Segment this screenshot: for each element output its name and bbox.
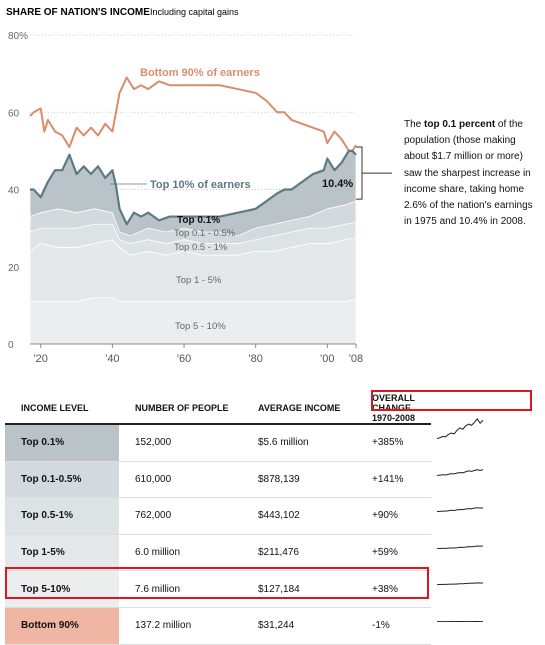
- income-table: INCOME LEVEL NUMBER OF PEOPLE AVERAGE IN…: [5, 393, 431, 645]
- row-sparkline-cell: [412, 607, 431, 644]
- row-level-cell: Top 0.1%: [5, 424, 119, 461]
- row-people-cell: 762,000: [119, 498, 242, 535]
- sparkline-path: [437, 546, 483, 549]
- table-row: Top 1-5%6.0 million$211,476+59%: [5, 534, 431, 571]
- sparkline-path: [437, 419, 483, 439]
- x-tick-label: '60: [177, 353, 191, 365]
- sparkline-path: [437, 469, 483, 475]
- table-row: Top 0.1-0.5%610,000$878,139+141%: [5, 461, 431, 498]
- row-change-cell: +385%: [356, 424, 412, 461]
- table-body: Top 0.1%152,000$5.6 million+385%Top 0.1-…: [5, 424, 431, 644]
- row-sparkline-cell: [412, 534, 431, 571]
- change-header-highlight: [371, 390, 532, 411]
- table-row: Top 0.5-1%762,000$443,102+90%: [5, 498, 431, 535]
- sparkline: [436, 600, 484, 622]
- row-level-cell: Top 1-5%: [5, 534, 119, 571]
- label-top10: Top 10% of earners: [150, 179, 251, 191]
- header-number-of-people: NUMBER OF PEOPLE: [119, 393, 242, 424]
- label-bottom90: Bottom 90% of earners: [140, 67, 260, 79]
- row-people-cell: 6.0 million: [119, 534, 242, 571]
- row-people-cell: 137.2 million: [119, 607, 242, 644]
- sparkline: [436, 563, 484, 585]
- header-income-level: INCOME LEVEL: [5, 393, 119, 424]
- sparkline: [436, 454, 484, 476]
- callout-bold: top 0.1 percent: [424, 119, 495, 130]
- row-income-cell: $211,476: [242, 534, 356, 571]
- callout-post: of the population (those making about $1…: [404, 119, 533, 227]
- callout-text: The top 0.1 percent of the population (t…: [404, 117, 540, 230]
- row-change-cell: +141%: [356, 461, 412, 498]
- label-top5-10: Top 5 - 10%: [175, 321, 226, 332]
- x-tick-label: '40: [105, 353, 119, 365]
- row-sparkline-cell: [412, 498, 431, 535]
- sparkline: [436, 417, 484, 439]
- row-income-cell: $443,102: [242, 498, 356, 535]
- sparkline-path: [437, 583, 483, 585]
- row-change-cell: +90%: [356, 498, 412, 535]
- y-tick-label: 0: [8, 340, 14, 351]
- row-change-cell: -1%: [356, 607, 412, 644]
- bottom90-row-highlight: [5, 567, 429, 599]
- label-top1-5: Top 1 - 5%: [176, 275, 222, 286]
- y-tick-label: 20: [8, 263, 20, 274]
- label-end-value: 10.4%: [322, 178, 353, 190]
- row-level-cell: Top 0.5-1%: [5, 498, 119, 535]
- label-top01: Top 0.1%: [177, 215, 220, 226]
- callout-bracket: [356, 147, 362, 199]
- row-income-cell: $878,139: [242, 461, 356, 498]
- row-sparkline-cell: [412, 461, 431, 498]
- sparkline: [436, 490, 484, 512]
- table-row: Bottom 90%137.2 million$31,244-1%: [5, 607, 431, 644]
- row-change-cell: +59%: [356, 534, 412, 571]
- chart-subtitle: Including capital gains: [150, 7, 239, 17]
- bottom90-line: [30, 77, 356, 150]
- row-sparkline-cell: [412, 424, 431, 461]
- label-top05-1: Top 0.5 - 1%: [174, 242, 228, 253]
- row-people-cell: 152,000: [119, 424, 242, 461]
- table-header-row: INCOME LEVEL NUMBER OF PEOPLE AVERAGE IN…: [5, 393, 431, 424]
- label-top01-05: Top 0.1 - 0.5%: [174, 228, 236, 239]
- x-tick-label: '80: [249, 353, 263, 365]
- x-tick-label: '00: [320, 353, 334, 365]
- sparkline-path: [437, 508, 483, 512]
- row-level-cell: Bottom 90%: [5, 607, 119, 644]
- sparkline: [436, 527, 484, 549]
- callout-pre: The: [404, 119, 424, 130]
- row-income-cell: $31,244: [242, 607, 356, 644]
- chart-title: SHARE OF NATION'S INCOME: [6, 7, 150, 18]
- row-level-cell: Top 0.1-0.5%: [5, 461, 119, 498]
- x-tick-label: '08: [349, 353, 363, 365]
- table-row: Top 0.1%152,000$5.6 million+385%: [5, 424, 431, 461]
- row-people-cell: 610,000: [119, 461, 242, 498]
- header-average-income: AVERAGE INCOME: [242, 393, 356, 424]
- y-tick-label: 40: [8, 186, 20, 197]
- y-tick-label: 60: [8, 108, 20, 119]
- row-income-cell: $5.6 million: [242, 424, 356, 461]
- x-tick-label: '20: [34, 353, 48, 365]
- y-tick-label: 80%: [8, 31, 28, 42]
